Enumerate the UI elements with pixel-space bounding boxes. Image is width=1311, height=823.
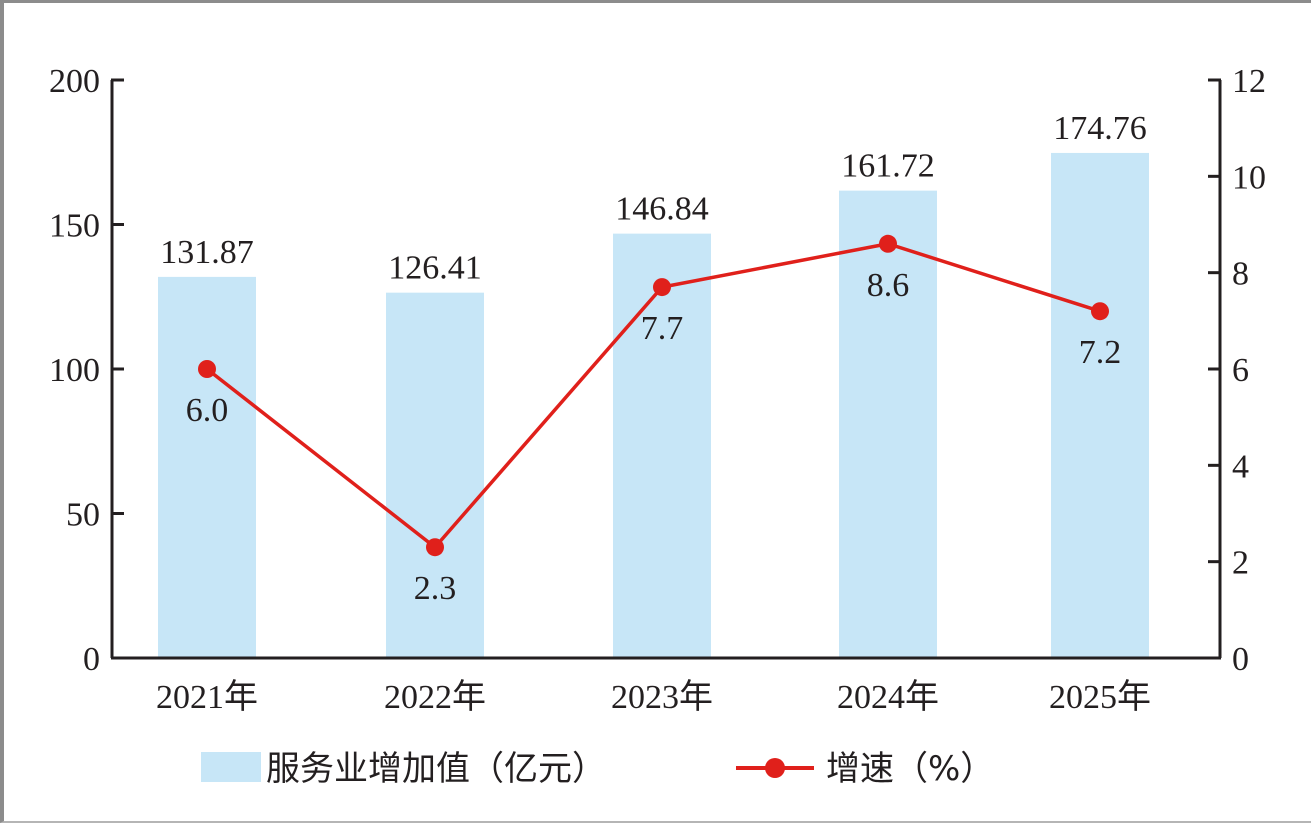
bar-series: [158, 152, 1149, 659]
bar: [613, 233, 711, 659]
bar-value-label: 131.87: [160, 234, 254, 271]
growth-point: [426, 538, 444, 557]
bar-value-label: 146.84: [615, 191, 709, 228]
y-right-tick-label: 0: [1232, 641, 1249, 678]
legend-line-marker: [765, 758, 785, 778]
legend: 服务业增加值（亿元） 增速（%）: [201, 749, 994, 789]
y-left-tick-label: 50: [66, 497, 100, 534]
y-left-tick-label: 150: [49, 208, 100, 245]
x-tick-label: 2024年: [837, 678, 939, 716]
y-right-tick-label: 4: [1232, 448, 1249, 485]
legend-line-label: 增速（%）: [826, 749, 994, 789]
bar: [839, 190, 937, 658]
growth-value-label: 7.7: [641, 310, 684, 347]
growth-point: [198, 360, 216, 378]
y-left-tick-label: 0: [83, 641, 100, 678]
bar-value-label: 174.76: [1053, 110, 1147, 147]
bar: [158, 276, 256, 658]
growth-point: [879, 234, 897, 253]
growth-point: [1091, 302, 1109, 321]
bar-value-label: 126.41: [388, 250, 482, 287]
growth-value-label: 8.6: [867, 267, 910, 304]
y-right-tick-label: 8: [1232, 256, 1249, 293]
y-left-tick-label: 200: [49, 63, 100, 100]
y-left-tick-label: 100: [49, 352, 100, 389]
x-tick-label: 2022年: [384, 678, 486, 716]
x-tick-label: 2023年: [611, 678, 713, 716]
y-right-tick-label: 2: [1232, 545, 1249, 582]
growth-point: [653, 278, 671, 297]
data-labels: 131.87 126.41 146.84 161.72 174.76 6.0 2.3 7.7 8…: [160, 110, 1147, 607]
legend-bar-label: 服务业增加值（亿元）: [266, 749, 606, 789]
x-tick-label: 2025年: [1049, 678, 1151, 716]
x-tick-label: 2021年: [156, 678, 258, 716]
line-series: [198, 234, 1109, 557]
y-right-tick-label: 10: [1232, 159, 1266, 196]
growth-value-label: 2.3: [414, 570, 457, 607]
bar: [386, 292, 484, 658]
y-right-tick-label: 12: [1232, 63, 1266, 100]
legend-bar-swatch: [201, 752, 261, 782]
bar-value-label: 161.72: [841, 148, 935, 185]
bar: [1051, 152, 1149, 658]
axes: 0 50 100 150 200 0 2 4 6 8 10 12 2021年 2022年 2023年 2024…: [49, 63, 1266, 716]
growth-value-label: 6.0: [186, 392, 229, 429]
growth-value-label: 7.2: [1079, 334, 1122, 371]
y-right-tick-label: 6: [1232, 352, 1249, 389]
